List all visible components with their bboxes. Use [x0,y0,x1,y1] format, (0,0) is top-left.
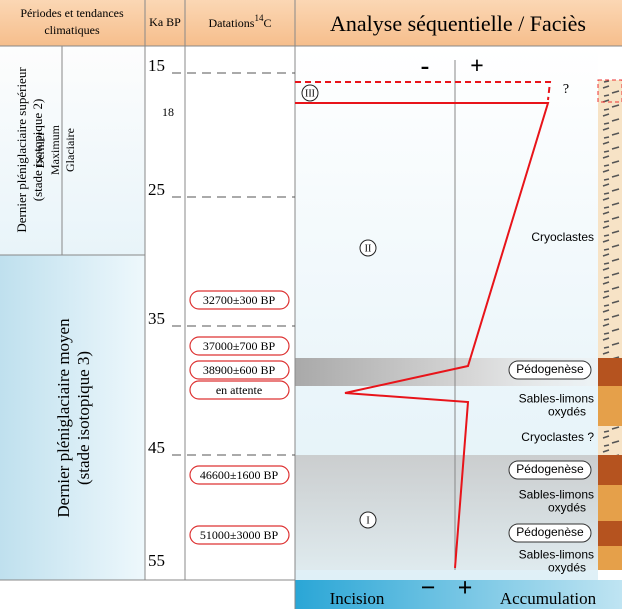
log-pedo [598,358,622,386]
log-dashed [597,79,622,103]
date-label: 32700±300 BP [203,293,276,307]
log-column [597,79,622,570]
upper-period-bg [0,46,145,255]
ka-label: 55 [148,551,165,570]
ka-label: 25 [148,180,165,199]
period-text: Glaciaire [63,128,77,172]
period-text: Dernier [33,132,47,169]
period-text: (stade isotopique 3) [74,351,93,485]
period-text: Dernier pléniglaciaire moyen [54,318,73,518]
log-pedo [598,455,622,485]
facies-label: Cryoclastes ? [521,430,594,444]
facies-label: Cryoclastes [531,230,594,244]
date-box [189,380,290,400]
ka-label: 15 [148,56,165,75]
date-box [189,360,290,380]
log-pedo [598,521,622,546]
log-cryo [598,80,622,358]
ka-label: 35 [148,309,165,328]
header-text: C [263,16,271,30]
middle-period-bg [0,255,145,580]
date-box [189,465,290,485]
footer-text: Accumulation [500,589,597,608]
middle-period: Dernier pléniglaciaire moyen (stade isot… [54,318,93,518]
lgm-period: Dernier Maximum Glaciaire [33,124,77,175]
facies-pill [508,460,592,480]
header-text: Périodes et tendances [20,6,124,20]
log-sands [598,386,622,426]
sequence-label: I [366,515,369,526]
facies-label: Sables-limons [519,392,594,406]
facies-label: oxydés [548,501,586,515]
ka-label: 18 [162,105,174,119]
axis-plus: + [470,54,484,80]
facies-label: Pédogenèse [516,462,584,476]
ka-label: 45 [148,438,165,457]
footer-minus: − [421,573,436,602]
facies-label: Sables-limons [519,548,594,562]
header-text: Ka BP [149,15,181,29]
sequence-curve [295,81,552,569]
period-text: (stade isotopique 2) [30,99,45,202]
period-text: Maximum [48,124,62,175]
footer-text: Incision [330,589,385,608]
facies-pill [508,523,592,543]
period-text: Dernier pléniglaciaire supérieur [14,67,29,233]
log-cryo [598,426,622,455]
date-box [189,525,290,545]
sequence-circle [359,239,377,257]
facies-label: Pédogenèse [516,525,584,539]
facies-label: oxydés [548,405,586,419]
facies-label: Sables-limons [519,488,594,502]
upper-period: Dernier pléniglaciaire supérieur (stade … [14,67,45,233]
sequence-label: II [365,243,372,254]
sequence-label: III [305,88,315,99]
date-label: en attente [216,383,262,397]
date-label: 51000±3000 BP [200,528,279,542]
header-text: Datations14C [208,13,271,30]
log-sands [598,546,622,570]
facies-label: Pédogenèse [516,362,584,376]
date-label: 46600±1600 BP [200,468,279,482]
facies-label: oxydés [548,561,586,575]
question: ? [563,82,569,97]
date-label: 38900±600 BP [203,363,276,377]
footer-bg [295,580,622,609]
sequence-circle [301,84,319,102]
curve-dashed [295,81,552,101]
header-text: Datations [208,16,254,30]
header-sup: 14 [254,13,264,23]
sequence-circle [359,511,377,529]
header-title: Analyse séquentielle / Faciès [330,11,586,36]
date-label: 37000±700 BP [203,339,276,353]
date-box [189,336,290,356]
footer: Incision − + Accumulation [330,573,597,608]
axis-minus: - [421,51,430,80]
curve [295,102,550,569]
footer-plus: + [458,573,473,602]
dates-bg [145,46,295,580]
log-sands [598,485,622,521]
header-bg [0,0,622,46]
facies-pill [508,360,592,380]
dynamic: 15 18 25 35 45 55 32700±300 BP 37000±700 BP 3890… [148,56,594,575]
date-box [189,290,290,310]
header-text: climatiques [44,23,100,37]
